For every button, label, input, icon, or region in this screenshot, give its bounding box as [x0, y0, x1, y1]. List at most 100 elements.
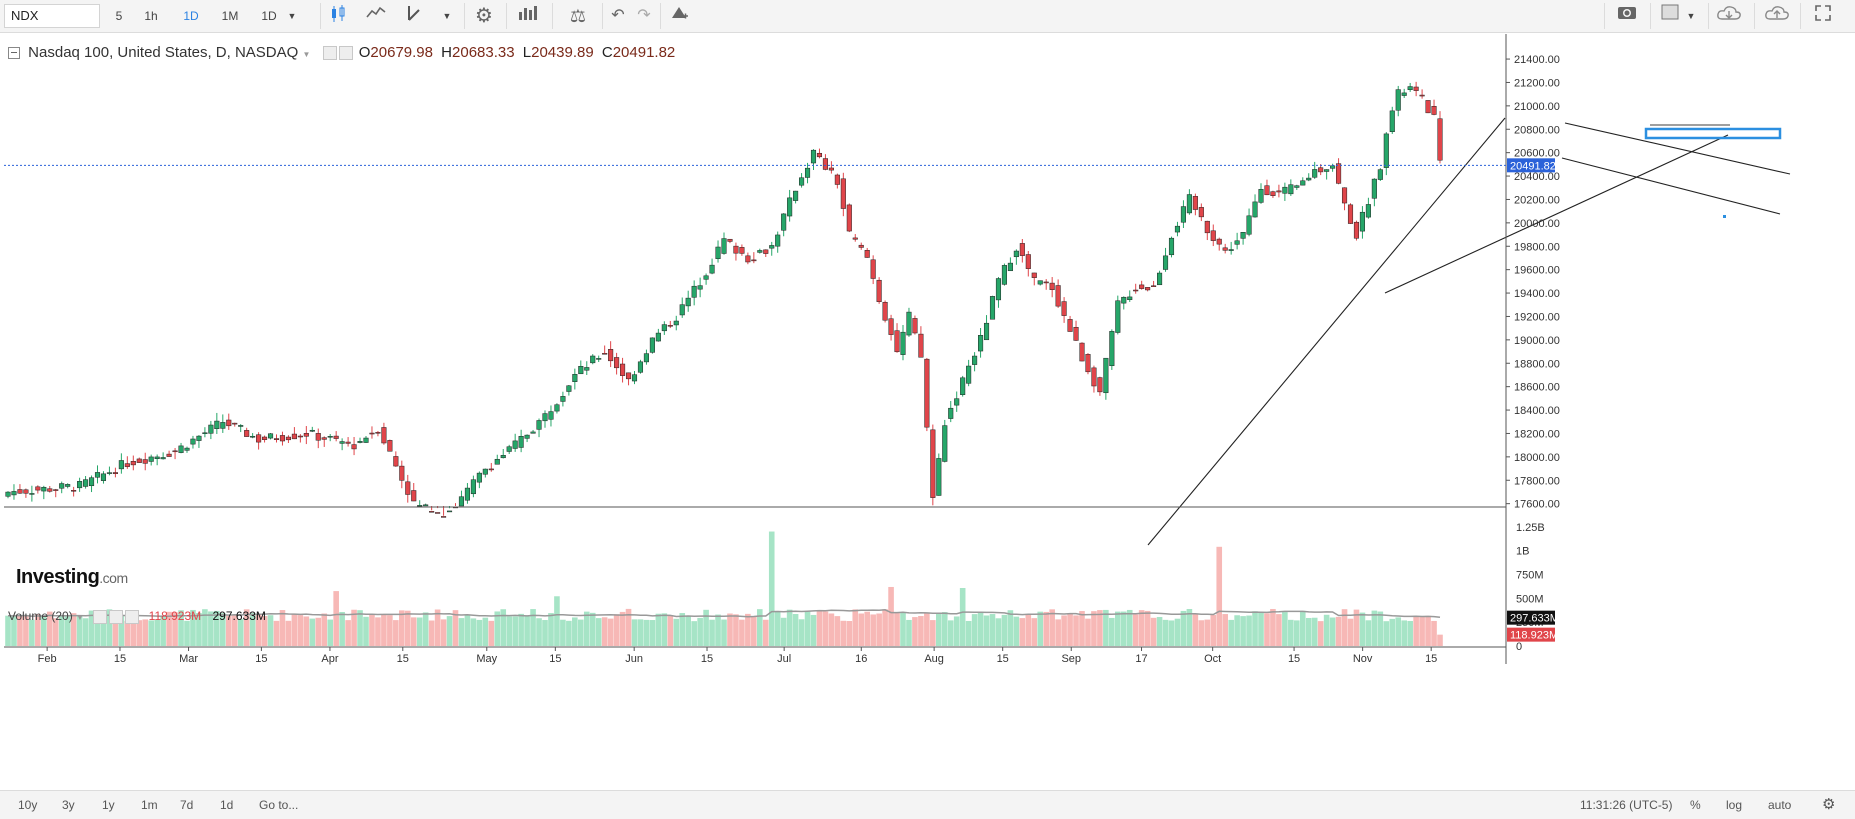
range-1y[interactable]: 1y — [102, 798, 115, 812]
candle-body — [184, 447, 190, 451]
settings-icon[interactable]: ⚙ — [475, 5, 493, 27]
volume-close-icon[interactable] — [125, 609, 140, 624]
candle-body — [333, 435, 339, 439]
volume-bar — [196, 612, 202, 646]
volume-dropdown-icon[interactable]: ▼ — [76, 613, 84, 622]
candle-body — [906, 311, 912, 336]
volume-bar — [1061, 615, 1067, 646]
alert-icon[interactable] — [664, 4, 694, 28]
range-1m[interactable]: 1m — [141, 798, 158, 812]
candle-body — [1097, 377, 1103, 393]
candle-body — [381, 427, 387, 444]
volume-bar — [560, 619, 566, 646]
cloud-download-icon[interactable] — [1712, 4, 1746, 28]
volume-eye-icon[interactable] — [93, 609, 108, 624]
candle-style-icon[interactable] — [324, 4, 352, 28]
candle-body — [1276, 190, 1282, 193]
interval-1d[interactable]: 1D — [183, 9, 199, 23]
candle-body — [279, 435, 286, 442]
bar-chart-icon[interactable] — [512, 4, 544, 28]
candle-body — [1067, 319, 1073, 332]
candle-body — [1162, 255, 1169, 270]
volume-bar — [1389, 618, 1396, 646]
candle-body — [256, 434, 262, 443]
bottom-settings-icon[interactable]: ⚙ — [1822, 796, 1836, 813]
candle-body — [1204, 220, 1210, 234]
interval-dropdown-icon[interactable]: ▼ — [287, 11, 297, 21]
compare-icon[interactable]: ⚖ — [569, 6, 587, 26]
candle-body — [572, 374, 578, 382]
volume-bar — [309, 618, 316, 646]
candle-body — [47, 488, 53, 492]
range-7d[interactable]: 7d — [180, 798, 194, 812]
candle-body — [1353, 221, 1360, 239]
volume-bar — [1305, 617, 1312, 646]
redo-icon[interactable]: ↷ — [637, 7, 651, 24]
camera-icon[interactable] — [1612, 4, 1642, 28]
layout-dropdown-icon[interactable]: ▼ — [1686, 11, 1696, 21]
volume-last-label: 118.923M — [1510, 630, 1558, 642]
candle-body — [1049, 282, 1055, 290]
volume-bar — [106, 609, 113, 646]
volume-bar — [76, 615, 83, 646]
drawing-tool-icon[interactable] — [400, 4, 428, 28]
volume-settings-icon[interactable] — [109, 609, 124, 624]
candle-body — [53, 489, 59, 491]
candle-body — [339, 441, 345, 444]
volume-bar — [393, 620, 399, 646]
log-toggle[interactable]: log — [1726, 798, 1743, 812]
candle-body — [1401, 92, 1407, 96]
volume-bar — [643, 619, 650, 646]
candle-body — [846, 204, 852, 232]
price-volume-chart[interactable]: 21400.00 21200.00 21000.00 20800.00 20600.00… — [0, 34, 1855, 790]
volume-bar — [1288, 619, 1294, 646]
volume-bar — [333, 591, 339, 646]
interval-5[interactable]: 5 — [115, 9, 123, 23]
candle-body — [1222, 247, 1228, 251]
candle-body — [1073, 327, 1079, 341]
indicator-icon[interactable] — [362, 4, 390, 28]
volume-bar — [613, 614, 620, 646]
candle-body — [1252, 201, 1258, 218]
fullscreen-icon[interactable] — [1808, 4, 1838, 28]
candle-body — [948, 407, 954, 419]
volume-bar — [870, 614, 876, 646]
drawing-dropdown-icon[interactable]: ▼ — [442, 11, 452, 21]
symbol-input[interactable]: NDX — [4, 4, 100, 28]
eye-icon[interactable] — [322, 46, 337, 61]
candle-body — [1013, 250, 1019, 258]
undo-icon[interactable]: ↶ — [611, 7, 625, 24]
volume-bar — [35, 614, 41, 646]
candle-body — [751, 259, 757, 262]
candle-body — [727, 238, 733, 242]
volume-axis-label: 750M — [1516, 569, 1544, 581]
percent-toggle[interactable]: % — [1690, 798, 1701, 812]
candle-body — [614, 357, 620, 369]
volume-bar — [178, 610, 184, 646]
candle-body — [566, 385, 572, 392]
legend-dropdown-icon[interactable]: ▼ — [302, 50, 311, 59]
candle-body — [393, 456, 399, 467]
candle-body — [405, 481, 411, 495]
volume-bar — [685, 616, 691, 646]
interval-1h[interactable]: 1h — [144, 9, 158, 23]
candle-body — [524, 434, 530, 439]
candle-body — [154, 456, 160, 460]
range-1d[interactable]: 1d — [220, 798, 234, 812]
settings-mini-icon[interactable] — [338, 46, 353, 61]
range-10y[interactable]: 10y — [18, 798, 38, 812]
cloud-upload-icon[interactable] — [1760, 4, 1794, 28]
candle-body — [989, 296, 996, 320]
range-3y[interactable]: 3y — [62, 798, 75, 812]
layout-icon[interactable] — [1656, 4, 1684, 28]
y-tick-label: 20800.00 — [1514, 124, 1560, 136]
candle-body — [966, 365, 972, 384]
candle-body — [1300, 180, 1306, 186]
candle-body — [309, 429, 315, 432]
goto-button[interactable]: Go to... — [259, 798, 299, 812]
auto-toggle[interactable]: auto — [1768, 798, 1792, 812]
interval-custom[interactable]: 1D — [261, 9, 277, 23]
interval-1m[interactable]: 1M — [221, 9, 239, 23]
collapse-icon[interactable] — [8, 47, 20, 60]
volume-bar — [924, 613, 930, 646]
